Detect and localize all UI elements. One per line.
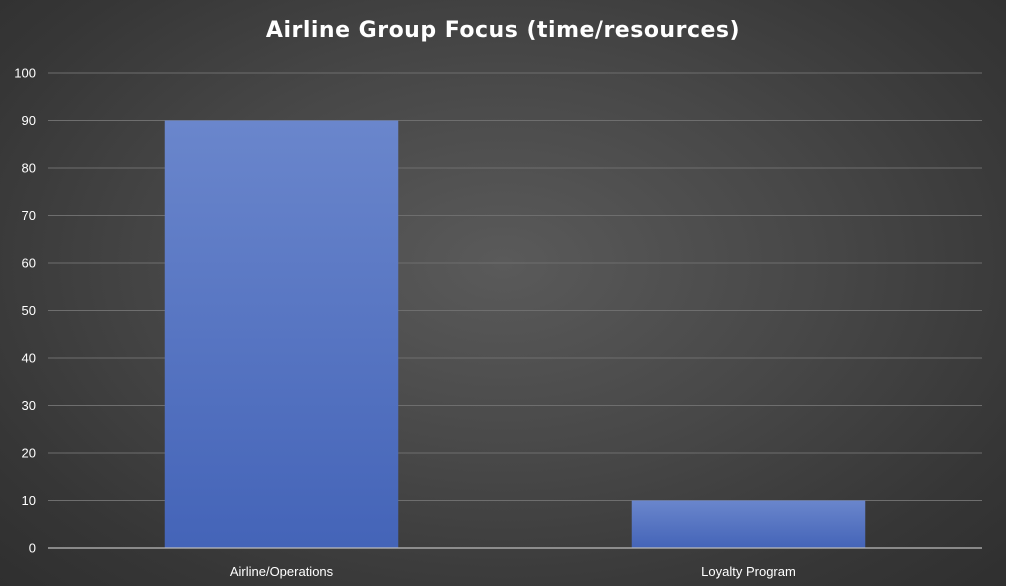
y-tick-label: 40: [22, 351, 36, 366]
bar-loyalty-program: [631, 500, 866, 548]
y-tick-label: 30: [22, 398, 36, 413]
bars: [164, 120, 866, 548]
y-axis-ticks: 0 10 20 30 40 50 60 70 80 90 100: [14, 66, 36, 556]
x-axis-ticks: Airline/Operations Loyalty Program: [230, 564, 796, 579]
y-tick-label: 0: [29, 541, 36, 556]
y-tick-label: 20: [22, 446, 36, 461]
chart-title: Airline Group Focus (time/resources): [265, 18, 741, 43]
y-tick-label: 60: [22, 256, 36, 271]
y-tick-label: 70: [22, 208, 36, 223]
y-tick-label: 50: [22, 303, 36, 318]
y-tick-label: 90: [22, 113, 36, 128]
y-tick-label: 100: [14, 66, 36, 81]
bar-airline-operations: [164, 120, 399, 548]
y-tick-label: 10: [22, 493, 36, 508]
x-tick-label: Airline/Operations: [230, 564, 334, 579]
y-tick-label: 80: [22, 161, 36, 176]
x-tick-label: Loyalty Program: [701, 564, 796, 579]
